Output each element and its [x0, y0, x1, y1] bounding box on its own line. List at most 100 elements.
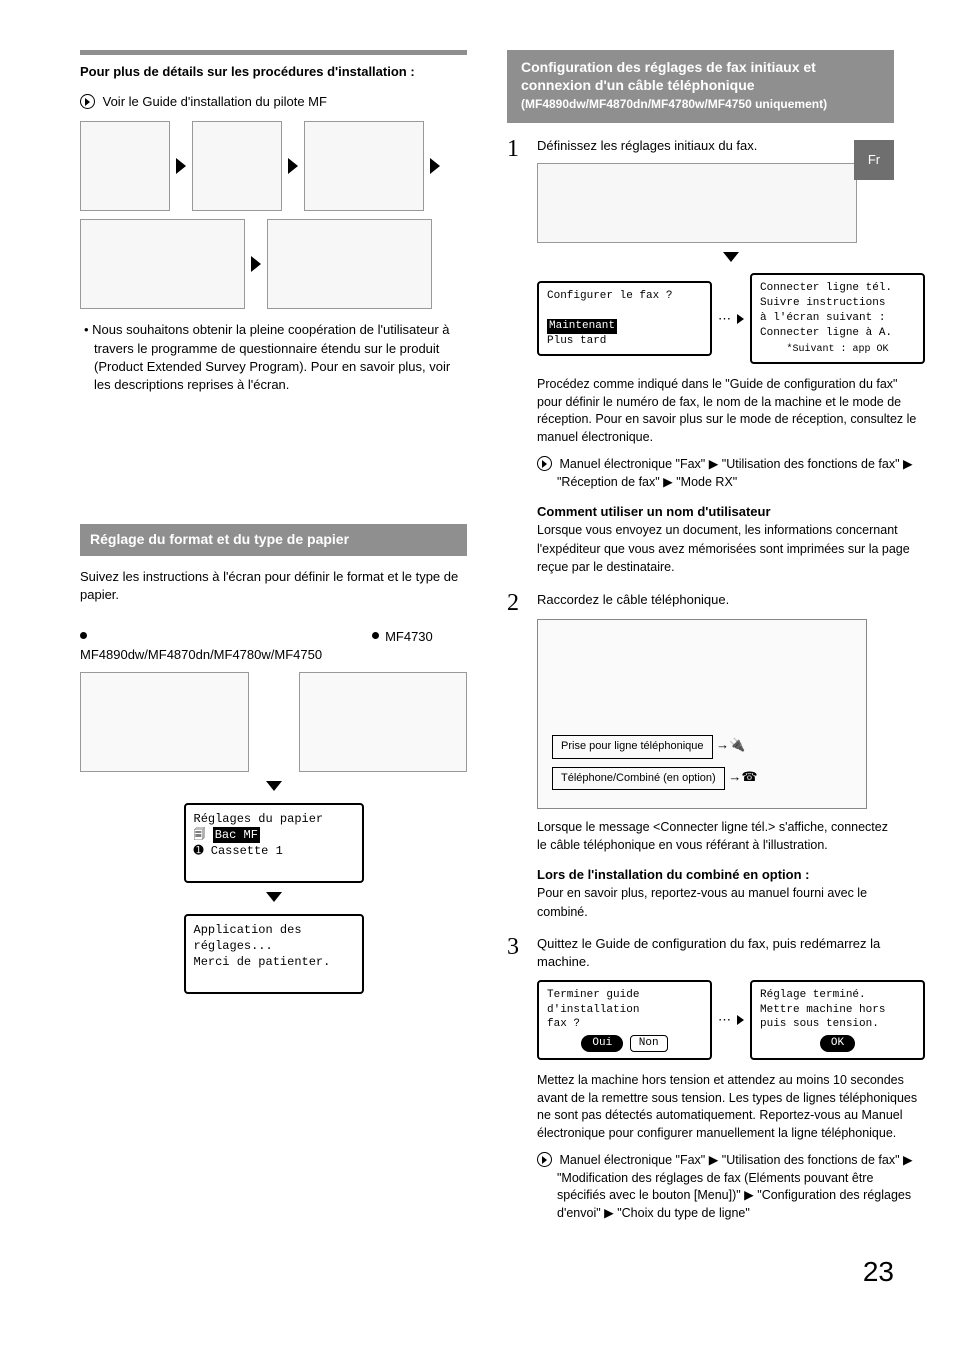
fax-panel-illustration: [537, 163, 857, 243]
username-paragraph: Lorsque vous envoyez un document, les in…: [537, 523, 910, 574]
page: Fr Pour plus de détails sur les procédur…: [80, 50, 894, 1291]
username-block: Comment utiliser un nom d'utilisateur Lo…: [537, 503, 925, 577]
lcd-line: Configurer le fax ?: [547, 289, 702, 304]
handset-block: Lors de l'installation du combiné en opt…: [537, 866, 894, 921]
lcd-line: puis sous tension.: [760, 1017, 915, 1032]
step-number: 1: [507, 137, 527, 577]
non-button: Non: [630, 1035, 668, 1052]
lcd-line: Terminer guide: [547, 988, 702, 1003]
lcd-wrap: Réglages du papier 🗐 Bac MF ➊ Cassette 1: [80, 803, 467, 884]
left-column: Pour plus de détails sur les procédures …: [80, 50, 467, 1222]
step-3-body: Quittez le Guide de configuration du fax…: [537, 935, 925, 1222]
install-illustration-row-2: [80, 219, 467, 309]
paper-section-intro: Suivez les instructions à l'écran pour d…: [80, 568, 467, 604]
lcd-line: Maintenant: [547, 319, 702, 334]
step-1-reference-text: Manuel électronique "Fax" ▶ "Utilisation…: [557, 457, 913, 489]
step-1-paragraph: Procédez comme indiqué dans le "Guide de…: [537, 376, 925, 446]
step-number: 2: [507, 591, 527, 921]
language-tab: Fr: [854, 140, 894, 180]
oui-button: Oui: [581, 1035, 623, 1052]
control-panel-a-illustration: [80, 672, 249, 772]
reference-icon: [537, 1152, 552, 1167]
lcd-line: Merci de patienter.: [194, 954, 354, 970]
ok-button: OK: [820, 1035, 855, 1052]
reference-icon: [537, 456, 552, 471]
step-3: 3 Quittez le Guide de configuration du f…: [507, 935, 894, 1222]
step-3-reference-text: Manuel électronique "Fax" ▶ "Utilisation…: [557, 1153, 913, 1220]
arrow-right-icon: [737, 1015, 744, 1025]
step-3-reference: Manuel électronique "Fax" ▶ "Utilisation…: [557, 1152, 925, 1222]
step-3-lcd-row: Terminer guide d'installation fax ? Oui …: [537, 980, 925, 1060]
paper-section-header: Réglage du format et du type de papier: [80, 524, 467, 556]
lcd-line: Connecter ligne à A.: [760, 326, 915, 341]
arrow-down-wrap: [80, 889, 467, 907]
lcd-wrap: Application des réglages... Merci de pat…: [80, 914, 467, 995]
lcd-line: fax ?: [547, 1017, 702, 1032]
dialog-illustration-1: [80, 219, 245, 309]
handset-paragraph: Pour en savoir plus, reportez-vous au ma…: [537, 886, 867, 919]
dots-icon: ⋯: [718, 1011, 731, 1029]
two-column-layout: Pour plus de détails sur les procédures …: [80, 50, 894, 1222]
step-3-paragraph: Mettez la machine hors tension et attend…: [537, 1072, 925, 1142]
lcd-line: Suivre instructions: [760, 296, 915, 311]
step-2-text: Raccordez le câble téléphonique.: [537, 591, 894, 609]
install-illustration-row-1: [80, 121, 467, 211]
arrow-right-icon: [288, 158, 298, 174]
step-1-reference: Manuel électronique "Fax" ▶ "Utilisation…: [557, 456, 925, 491]
lcd-line: Plus tard: [547, 334, 702, 349]
reference-icon: [80, 94, 95, 109]
fax-section-title: Configuration des réglages de fax initia…: [521, 59, 816, 93]
bullet-icon: [372, 632, 379, 639]
lcd-line: 🗐 Bac MF: [194, 827, 354, 843]
model-b-heading: MF4730: [372, 628, 467, 646]
setup-complete-lcd: Réglage terminé. Mettre machine hors pui…: [750, 980, 925, 1060]
configure-fax-lcd: Configurer le fax ? Maintenant Plus tard: [537, 281, 712, 356]
lcd-line: Application des: [194, 922, 354, 938]
reference-line: Voir le Guide d'installation du pilote M…: [80, 93, 467, 111]
step-3-text: Quittez le Guide de configuration du fax…: [537, 935, 925, 971]
step-1-body: Définissez les réglages initiaux du fax.…: [537, 137, 925, 577]
connect-line-lcd: Connecter ligne tél. Suivre instructions…: [750, 273, 925, 364]
jack-label: Prise pour ligne téléphonique: [552, 735, 713, 758]
arrow-down-wrap: [80, 778, 467, 796]
cd-illustration: [80, 121, 170, 211]
pc-illustration: [192, 121, 282, 211]
step-number: 3: [507, 935, 527, 1222]
reference-text: Voir le Guide d'installation du pilote M…: [103, 94, 327, 109]
step-1: 1 Définissez les réglages initiaux du fa…: [507, 137, 894, 577]
arrow-down-icon: [266, 892, 282, 902]
arrow-down-wrap: [537, 249, 925, 267]
cooperation-bullet: • Nous souhaitons obtenir la pleine coop…: [80, 321, 467, 394]
handset-label: Téléphone/Combiné (en option): [552, 767, 725, 790]
fax-lcd-row: Configurer le fax ? Maintenant Plus tard…: [537, 273, 925, 364]
fax-section-subtitle: (MF4890dw/MF4870dn/MF4780w/MF4750 unique…: [521, 97, 880, 113]
arrow-right-icon: [430, 158, 440, 174]
handset-heading: Lors de l'installation du combiné en opt…: [537, 867, 810, 882]
lcd-line: réglages...: [194, 938, 354, 954]
lcd-line: d'installation: [547, 1003, 702, 1018]
model-heading-row: MF4890dw/MF4870dn/MF4780w/MF4750 MF4730: [80, 612, 467, 664]
details-title: Pour plus de détails sur les procédures …: [80, 63, 415, 81]
installer-window-illustration: [304, 121, 424, 211]
arrow-down-icon: [723, 252, 739, 262]
dialog-illustration-2: [267, 219, 432, 309]
arrow-down-icon: [266, 781, 282, 791]
fax-section-header: Configuration des réglages de fax initia…: [507, 50, 894, 123]
lcd-line: Mettre machine hors: [760, 1003, 915, 1018]
lcd-line: à l'écran suivant :: [760, 311, 915, 326]
model-a-text: MF4890dw/MF4870dn/MF4780w/MF4750: [80, 647, 322, 662]
step-2-body: Raccordez le câble téléphonique. Prise p…: [537, 591, 894, 921]
arrow-right-icon: [176, 158, 186, 174]
lcd-line: Réglages du papier: [194, 811, 354, 827]
dots-icon: ⋯: [718, 310, 731, 328]
arrow-right-icon: [737, 314, 744, 324]
arrow-right-icon: [251, 256, 261, 272]
username-heading: Comment utiliser un nom d'utilisateur: [537, 504, 771, 519]
lcd-line: Connecter ligne tél.: [760, 281, 915, 296]
model-b-text: MF4730: [385, 629, 433, 644]
details-box: Pour plus de détails sur les procédures …: [80, 50, 467, 81]
step-2-paragraph: Lorsque le message <Connecter ligne tél.…: [537, 819, 894, 854]
bullet-icon: [80, 632, 87, 639]
control-panel-b-illustration: [299, 672, 468, 772]
page-number: 23: [80, 1252, 894, 1291]
